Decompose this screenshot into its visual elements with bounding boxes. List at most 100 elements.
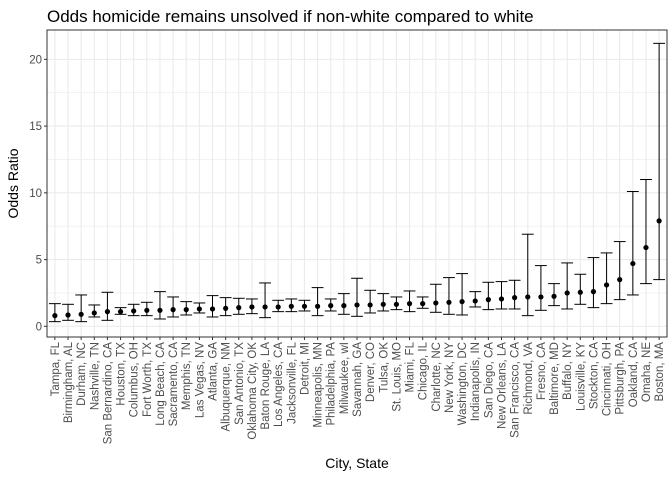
estimate-point bbox=[275, 304, 281, 310]
x-tick-label: Detroit, MI bbox=[299, 342, 311, 395]
estimate-point bbox=[117, 309, 124, 315]
panel-border bbox=[46, 29, 668, 338]
estimate-point bbox=[406, 301, 413, 307]
estimate-point bbox=[630, 260, 636, 267]
x-tick-label: Los Angeles, CA bbox=[273, 342, 285, 427]
estimate-point bbox=[485, 297, 491, 303]
x-tick-label: Pittsburgh, PA bbox=[615, 342, 627, 415]
x-tick-label: Stockton, CA bbox=[588, 342, 600, 409]
x-tick-label: Nashville, TN bbox=[89, 342, 101, 410]
x-axis-title: City, State bbox=[325, 455, 389, 471]
y-tick-label: 15 bbox=[29, 121, 42, 133]
x-tick-label: Baton Rouge, LA bbox=[260, 342, 272, 430]
x-tick-label: Indianapolis, IN bbox=[470, 342, 482, 421]
x-tick-label: San Francisco, CA bbox=[510, 342, 522, 438]
estimate-point bbox=[354, 302, 360, 308]
estimate-point bbox=[223, 305, 229, 311]
estimate-point bbox=[459, 299, 465, 305]
estimate-point bbox=[643, 244, 649, 251]
x-tick-label: Richmond, VA bbox=[523, 342, 535, 415]
x-tick-label: San Bernardino, CA bbox=[102, 342, 114, 445]
x-tick-label: Fresno, CA bbox=[536, 342, 548, 400]
estimate-point bbox=[498, 296, 505, 302]
estimate-point bbox=[328, 303, 334, 309]
y-tick-label: 10 bbox=[29, 188, 42, 200]
estimate-point bbox=[314, 303, 321, 309]
y-tick-label: 5 bbox=[36, 255, 42, 267]
x-tick-label: Atlanta, GA bbox=[208, 342, 220, 401]
estimate-point bbox=[656, 218, 662, 224]
x-tick-label: Baltimore, MD bbox=[549, 342, 561, 415]
y-tick-label: 0 bbox=[36, 321, 42, 333]
x-tick-label: Long Beach, CA bbox=[155, 342, 167, 426]
x-tick-label: New Orleans, LA bbox=[496, 342, 508, 429]
estimate-point bbox=[590, 289, 597, 295]
x-tick-label: Charlotte, NC bbox=[431, 342, 443, 412]
grid-lines bbox=[47, 30, 667, 337]
estimate-point bbox=[288, 303, 294, 309]
x-tick-label: Cincinnati, OH bbox=[602, 342, 614, 416]
x-tick-label: Las Vegas, NV bbox=[194, 342, 206, 418]
x-tick-label: Buffalo, NY bbox=[562, 342, 574, 400]
x-tick-label: Louisville, KY bbox=[575, 342, 587, 411]
estimate-point bbox=[617, 277, 623, 283]
x-tick-label: Boston, MA bbox=[654, 342, 666, 402]
estimate-point bbox=[131, 308, 137, 314]
estimate-point bbox=[420, 301, 426, 307]
estimate-point bbox=[104, 309, 111, 315]
estimate-point bbox=[183, 307, 189, 313]
x-tick-label: Sacramento, CA bbox=[168, 342, 180, 427]
x-tick-label: Chicago, IL bbox=[418, 341, 430, 400]
x-tick-label: Birmingham, AL bbox=[63, 341, 75, 423]
estimate-point bbox=[144, 307, 150, 313]
x-tick-label: Columbus, OH bbox=[129, 342, 141, 417]
estimate-points bbox=[52, 218, 662, 319]
estimate-point bbox=[538, 294, 544, 300]
estimate-point bbox=[393, 301, 400, 307]
estimate-point bbox=[262, 304, 268, 310]
y-axis: 0 5 10 15 20 bbox=[29, 54, 47, 333]
estimate-point bbox=[249, 304, 255, 310]
y-tick-label: 20 bbox=[29, 54, 42, 66]
x-tick-label: Milwaukee, wI bbox=[339, 342, 351, 414]
estimate-point bbox=[52, 313, 58, 319]
x-axis: Tampa, FL Birmingham, AL Durham, NC Nashvil… bbox=[50, 337, 666, 444]
estimate-point bbox=[564, 290, 570, 296]
estimate-point bbox=[577, 289, 583, 295]
estimate-point bbox=[551, 293, 557, 299]
x-tick-label: Fort Worth, TX bbox=[142, 342, 154, 417]
estimate-point bbox=[236, 305, 242, 311]
x-tick-label: New York, NY bbox=[444, 342, 456, 413]
x-tick-label: Minneapolis, MN bbox=[313, 342, 325, 428]
x-tick-label: St. Louis, MO bbox=[391, 342, 403, 412]
estimate-point bbox=[603, 282, 610, 288]
x-tick-label: Tampa, FL bbox=[50, 341, 62, 396]
x-tick-label: Tulsa, OK bbox=[378, 342, 390, 393]
estimate-point bbox=[446, 299, 452, 305]
estimate-point bbox=[525, 294, 531, 300]
estimate-point bbox=[380, 301, 386, 307]
x-tick-label: Savannah, GA bbox=[352, 342, 364, 417]
estimate-point bbox=[341, 303, 347, 309]
x-tick-label: San Antonio, TX bbox=[234, 342, 246, 425]
x-tick-label: Albuquerque, NM bbox=[221, 342, 233, 432]
estimate-point bbox=[78, 311, 84, 317]
chart-title: Odds homicide remains unsolved if non-wh… bbox=[47, 7, 534, 26]
estimate-point bbox=[157, 307, 163, 313]
x-tick-label: Washington, DC bbox=[457, 342, 469, 425]
estimate-point bbox=[65, 312, 71, 318]
estimate-point bbox=[433, 300, 439, 306]
x-tick-label: Omaha, NE bbox=[641, 342, 653, 402]
estimate-point bbox=[91, 310, 97, 316]
x-tick-label: Memphis, TN bbox=[181, 342, 193, 410]
estimate-point bbox=[472, 298, 478, 304]
x-tick-label: Durham, NC bbox=[76, 342, 88, 406]
y-axis-title: Odds Ratio bbox=[5, 148, 21, 218]
estimate-point bbox=[367, 302, 373, 308]
x-tick-label: Philadelphia, PA bbox=[326, 342, 338, 426]
estimate-point bbox=[209, 306, 216, 312]
estimate-point bbox=[512, 295, 518, 301]
x-tick-label: Jacksonville, FL bbox=[286, 341, 298, 423]
